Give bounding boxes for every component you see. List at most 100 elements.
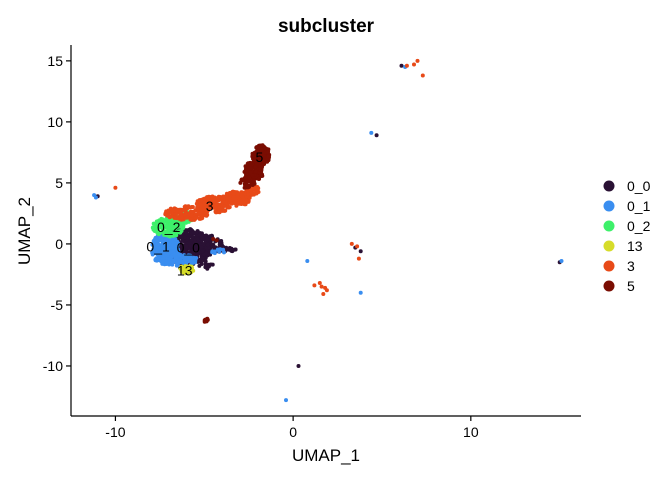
data-point-3 <box>355 244 360 249</box>
data-point-3 <box>113 185 118 190</box>
data-point-3 <box>220 205 225 210</box>
cluster-label-13: 13 <box>177 263 193 279</box>
cluster-label-3: 3 <box>206 198 214 214</box>
data-point-5 <box>203 318 208 323</box>
data-point-3 <box>246 188 251 193</box>
data-point-5 <box>259 173 264 178</box>
data-point-0_1 <box>174 255 179 260</box>
data-point-3 <box>412 62 416 67</box>
data-point-3 <box>167 215 172 220</box>
data-point-0_1 <box>305 259 310 263</box>
legend-swatch-0_0 <box>603 180 615 192</box>
cluster-label-0_2: 0_2 <box>157 219 181 235</box>
legend-label-5: 5 <box>627 278 635 294</box>
y-axis-label: UMAP_2 <box>15 197 34 265</box>
data-point-3 <box>164 209 169 214</box>
data-point-0_0 <box>195 237 200 241</box>
data-point-0_1 <box>155 242 160 247</box>
data-point-5 <box>253 169 258 174</box>
x-tick-label: 0 <box>289 424 297 440</box>
data-point-5 <box>260 164 265 169</box>
data-point-0_2 <box>167 224 172 229</box>
legend: 0_0 0_1 0_2 13 3 5 <box>603 178 651 294</box>
data-point-0_2 <box>161 220 166 225</box>
data-point-0_0 <box>399 63 404 68</box>
data-point-3 <box>324 288 329 293</box>
data-point-3 <box>181 207 186 212</box>
data-point-0_2 <box>161 217 166 222</box>
data-point-0_0 <box>203 259 208 264</box>
data-point-0_1 <box>172 252 177 257</box>
data-point-3 <box>198 203 203 208</box>
data-point-5 <box>266 154 271 159</box>
data-point-5 <box>259 147 264 152</box>
data-point-5 <box>214 238 219 243</box>
data-point-3 <box>244 198 249 203</box>
data-point-3 <box>232 201 237 205</box>
data-point-0_2 <box>171 233 176 238</box>
data-point-0_0 <box>296 364 301 368</box>
data-point-3 <box>251 191 256 196</box>
data-point-3 <box>225 196 230 201</box>
data-point-3 <box>246 192 251 197</box>
data-point-5 <box>261 157 266 162</box>
data-point-13 <box>184 265 189 269</box>
data-point-0_1 <box>369 130 374 135</box>
data-point-3 <box>321 292 326 296</box>
data-point-5 <box>211 237 216 241</box>
x-tick-label: -10 <box>105 424 125 440</box>
data-point-3 <box>182 212 187 217</box>
data-point-0_1 <box>284 398 288 403</box>
data-point-13 <box>189 269 194 273</box>
data-point-5 <box>249 161 254 166</box>
legend-swatch-0_2 <box>603 220 615 232</box>
data-point-0_1 <box>358 290 363 295</box>
data-point-3 <box>206 195 211 200</box>
data-point-5 <box>254 162 259 166</box>
data-point-0_0 <box>203 262 208 267</box>
data-point-0_0 <box>200 236 205 241</box>
data-point-5 <box>260 143 265 148</box>
data-point-5 <box>251 179 256 184</box>
data-point-0_1 <box>162 244 167 249</box>
data-point-3 <box>239 200 244 205</box>
data-point-3 <box>254 191 259 196</box>
data-point-0_2 <box>151 225 155 230</box>
data-point-0_1 <box>174 241 179 246</box>
data-point-5 <box>245 168 250 173</box>
legend-label-3: 3 <box>627 258 635 274</box>
legend-swatch-13 <box>603 240 615 252</box>
data-point-3 <box>317 281 322 285</box>
data-point-5 <box>248 170 253 175</box>
data-point-0_1 <box>174 263 179 268</box>
legend-swatch-0_1 <box>603 200 615 212</box>
data-point-0_1 <box>166 242 171 247</box>
data-point-0_1 <box>163 248 168 253</box>
data-point-0_0 <box>358 249 363 254</box>
chart-title: subcluster <box>278 16 375 37</box>
data-point-0_0 <box>186 241 191 245</box>
data-point-3 <box>217 207 222 211</box>
legend-label-0_0: 0_0 <box>627 178 651 194</box>
data-point-3 <box>239 193 244 198</box>
data-point-5 <box>238 180 243 185</box>
data-point-3 <box>213 205 218 210</box>
data-point-0_1 <box>156 257 161 262</box>
data-point-3 <box>204 213 209 218</box>
data-point-13 <box>183 268 188 273</box>
data-point-0_0 <box>184 230 189 235</box>
data-point-5 <box>260 151 265 156</box>
data-point-0_0 <box>203 251 208 255</box>
y-tick-label: 10 <box>47 114 63 130</box>
data-point-0_0 <box>191 230 196 235</box>
data-point-3 <box>177 208 182 213</box>
data-point-0_0 <box>205 237 210 242</box>
data-point-0_2 <box>180 225 185 230</box>
y-tick-label: 0 <box>55 236 63 252</box>
cluster-label-5: 5 <box>256 149 264 165</box>
data-point-13 <box>183 271 187 276</box>
data-point-0_1 <box>161 259 166 264</box>
data-point-13 <box>190 265 195 270</box>
data-point-3 <box>420 73 425 78</box>
